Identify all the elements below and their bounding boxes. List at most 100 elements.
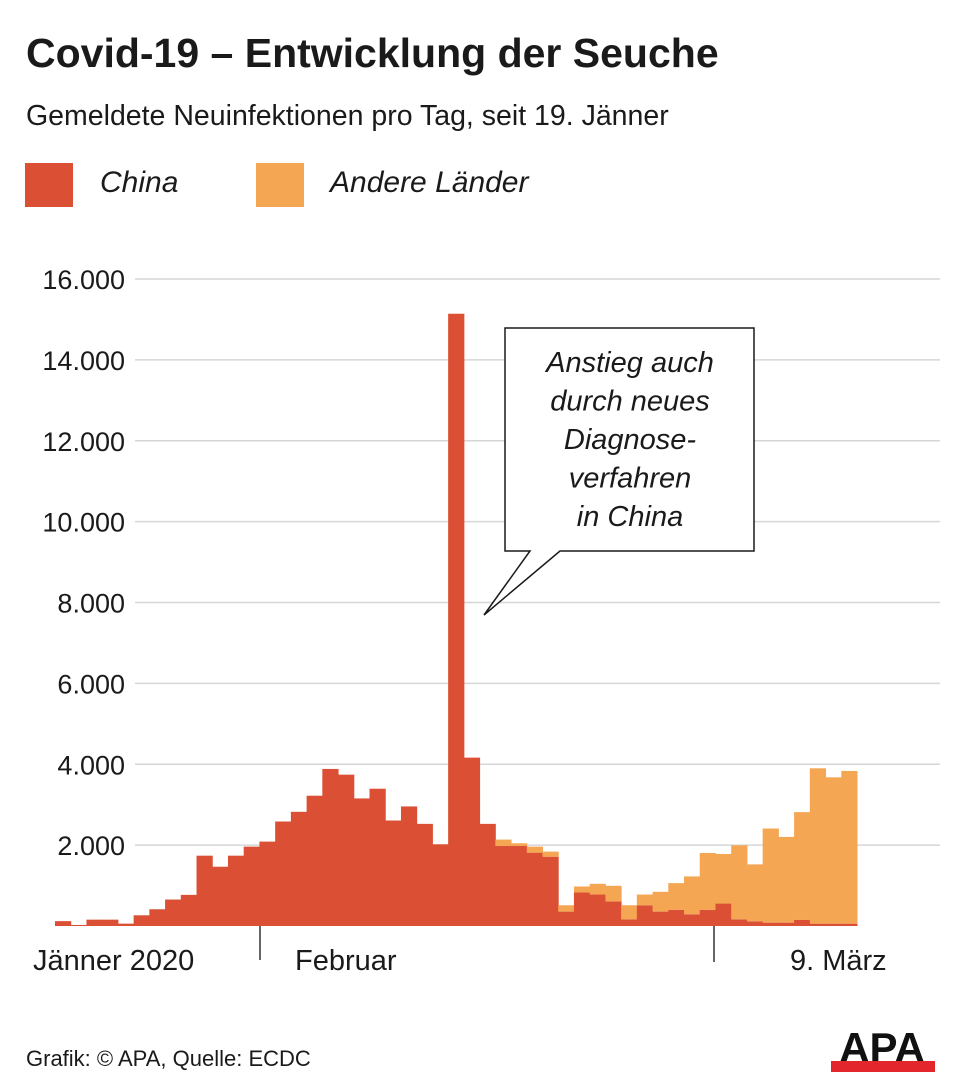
bar-china bbox=[589, 894, 606, 926]
y-tick-label: 2.000 bbox=[57, 831, 125, 861]
bar-china bbox=[227, 855, 245, 926]
bar-andere-laender bbox=[731, 845, 748, 920]
bar-china bbox=[149, 909, 166, 926]
bar-andere-laender bbox=[652, 891, 669, 912]
bar-china bbox=[338, 774, 355, 926]
bar-china bbox=[86, 919, 103, 926]
bar-china bbox=[495, 845, 512, 926]
source-footer: Grafik: © APA, Quelle: ECDC bbox=[26, 1046, 311, 1071]
bar-china bbox=[605, 901, 622, 926]
bar-andere-laender bbox=[511, 843, 528, 846]
bar-andere-laender bbox=[778, 836, 795, 923]
bar-china bbox=[369, 788, 386, 926]
annotation-line: Anstieg auch bbox=[544, 347, 714, 379]
y-tick-label: 16.000 bbox=[42, 265, 125, 295]
bar-china bbox=[196, 855, 213, 926]
bar-china bbox=[699, 909, 716, 926]
annotation-line: verfahren bbox=[569, 463, 692, 495]
y-tick-label: 8.000 bbox=[57, 589, 125, 619]
bar-china bbox=[463, 757, 481, 926]
bar-china bbox=[809, 923, 827, 926]
x-tick-label: 9. März bbox=[790, 945, 887, 977]
bar-china bbox=[778, 922, 795, 926]
bar-china bbox=[684, 914, 701, 926]
bar-andere-laender bbox=[589, 883, 606, 895]
bar-andere-laender bbox=[605, 885, 622, 902]
bar-andere-laender bbox=[794, 812, 811, 920]
bar-china bbox=[794, 919, 811, 926]
bar-china bbox=[762, 922, 779, 926]
bar-china bbox=[432, 844, 449, 926]
legend-label-andere: Andere Länder bbox=[330, 166, 529, 199]
bar-andere-laender bbox=[746, 864, 764, 922]
annotation-line: in China bbox=[577, 501, 683, 533]
bar-china bbox=[621, 919, 638, 926]
bar-china bbox=[558, 911, 575, 926]
annotation-callout: Anstieg auch durch neues Diagnose-verfahre… bbox=[483, 327, 755, 616]
y-tick-label: 12.000 bbox=[42, 427, 125, 457]
bar-china bbox=[165, 899, 182, 926]
bar-china bbox=[212, 866, 229, 926]
bar-china bbox=[180, 894, 198, 926]
bar-china bbox=[117, 923, 135, 926]
chart-subtitle: Gemeldete Neuinfektionen pro Tag, seit 1… bbox=[26, 100, 669, 132]
bar-china bbox=[55, 921, 72, 926]
bar-andere-laender bbox=[684, 876, 701, 915]
bar-china bbox=[306, 795, 323, 926]
bar-china bbox=[825, 923, 842, 926]
y-tick-label: 4.000 bbox=[57, 750, 125, 780]
y-tick-label: 6.000 bbox=[57, 669, 125, 699]
bar-andere-laender bbox=[573, 886, 591, 893]
bar-andere-laender bbox=[495, 839, 512, 846]
bar-china bbox=[731, 919, 748, 926]
bar-andere-laender bbox=[841, 770, 858, 924]
bar-china bbox=[573, 892, 591, 926]
bar-china bbox=[275, 821, 292, 926]
bar-andere-laender bbox=[762, 828, 779, 923]
annotation-line: Diagnose- bbox=[564, 424, 696, 456]
legend-swatch-andere bbox=[256, 163, 304, 207]
apa-logo: APA bbox=[831, 1026, 935, 1072]
bar-china bbox=[385, 820, 402, 926]
bar-china bbox=[542, 856, 559, 926]
y-tick-label: 10.000 bbox=[42, 508, 125, 538]
bar-andere-laender bbox=[825, 777, 842, 924]
bar-china bbox=[715, 903, 732, 926]
bar-china bbox=[652, 911, 669, 926]
legend-swatch-china bbox=[25, 163, 73, 207]
bar-china bbox=[243, 846, 260, 926]
bar-china bbox=[322, 768, 339, 926]
bar-china bbox=[511, 845, 528, 926]
bar-andere-laender bbox=[526, 846, 543, 853]
bar-china bbox=[400, 806, 418, 926]
bar-andere-laender bbox=[558, 905, 575, 912]
x-tick-label: Februar bbox=[295, 945, 397, 977]
bar-andere-laender bbox=[542, 851, 559, 857]
bar-china bbox=[526, 852, 543, 926]
bar-china bbox=[133, 915, 150, 926]
bar-china bbox=[102, 919, 119, 926]
bar-china bbox=[353, 798, 371, 926]
bar-andere-laender bbox=[699, 853, 716, 910]
bar-andere-laender bbox=[621, 905, 638, 920]
bar-china bbox=[636, 905, 654, 926]
bar-china bbox=[259, 841, 276, 926]
bar-andere-laender bbox=[668, 883, 685, 910]
bar-china bbox=[416, 823, 433, 926]
x-tick-label: Jänner 2020 bbox=[33, 945, 194, 977]
legend-label-china: China bbox=[100, 166, 179, 199]
bar-andere-laender bbox=[809, 768, 827, 924]
bar-china bbox=[746, 921, 764, 926]
annotation-line: durch neues bbox=[550, 386, 710, 418]
bar-china bbox=[448, 313, 465, 926]
bar-china bbox=[290, 811, 308, 926]
bar-china bbox=[841, 923, 858, 926]
bar-china bbox=[70, 924, 87, 926]
bar-china bbox=[668, 909, 685, 926]
bar-andere-laender bbox=[636, 894, 654, 906]
y-tick-label: 14.000 bbox=[42, 346, 125, 376]
bar-andere-laender bbox=[715, 853, 732, 904]
chart-title: Covid-19 – Entwicklung der Seuche bbox=[26, 30, 719, 76]
bar-china bbox=[479, 823, 496, 926]
